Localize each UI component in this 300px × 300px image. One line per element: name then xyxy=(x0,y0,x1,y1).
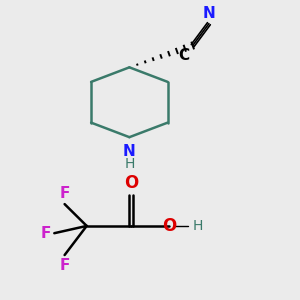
Text: F: F xyxy=(59,186,70,201)
Text: C: C xyxy=(178,48,190,63)
Text: N: N xyxy=(202,6,215,21)
Text: O: O xyxy=(162,217,176,235)
Text: H: H xyxy=(124,157,135,171)
Text: H: H xyxy=(193,219,203,233)
Text: F: F xyxy=(59,258,70,273)
Text: F: F xyxy=(41,226,51,241)
Text: N: N xyxy=(123,145,136,160)
Text: O: O xyxy=(124,175,138,193)
